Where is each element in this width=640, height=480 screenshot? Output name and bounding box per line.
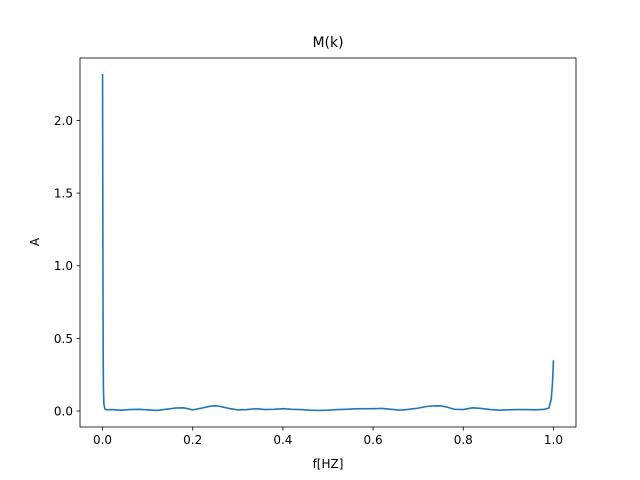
x-tick-label: 1.0 <box>544 433 563 447</box>
x-axis-label: f[HZ] <box>313 457 344 471</box>
y-tick-label: 1.0 <box>54 259 73 273</box>
x-tick-label: 0.0 <box>93 433 112 447</box>
x-tick-label: 0.4 <box>273 433 292 447</box>
chart-title: M(k) <box>312 35 343 51</box>
y-axis-label: A <box>28 237 42 246</box>
x-tick-label: 0.8 <box>454 433 473 447</box>
series-line-0 <box>101 73 555 412</box>
y-axis-ticks: 0.0 0.5 1.0 1.5 2.0 <box>54 114 80 419</box>
series-layer <box>101 73 555 412</box>
y-tick-label: 1.5 <box>54 187 73 201</box>
y-tick-label: 0.5 <box>54 332 73 346</box>
x-tick-label: 0.6 <box>364 433 383 447</box>
x-axis-ticks: 0.0 0.2 0.4 0.6 0.8 1.0 <box>93 427 563 447</box>
y-tick-label: 0.0 <box>54 405 73 419</box>
y-tick-label: 2.0 <box>54 114 73 128</box>
x-tick-label: 0.2 <box>183 433 202 447</box>
axes-frame <box>79 57 577 428</box>
plot-area: 0.0 0.2 0.4 0.6 0.8 1.0 0.0 0.5 1.0 1.5 2.0 <box>54 57 577 447</box>
